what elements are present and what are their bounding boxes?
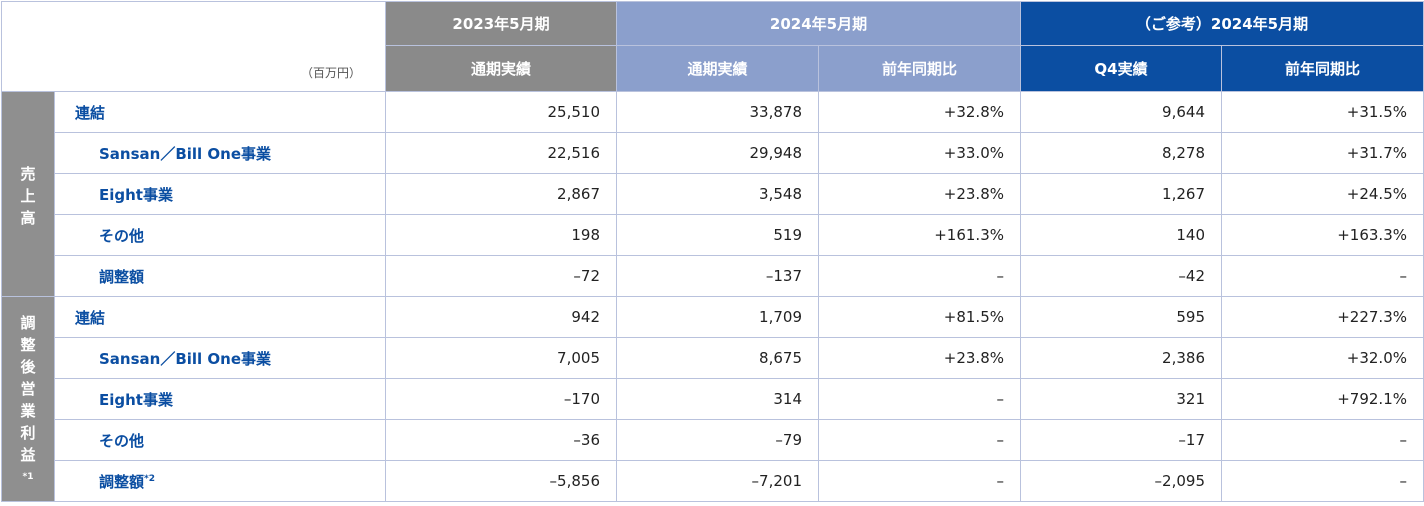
value-cell: – bbox=[1221, 255, 1424, 297]
value-cell: –42 bbox=[1020, 255, 1222, 297]
value-cell: 314 bbox=[616, 378, 819, 420]
subheader-q4-actual: Q4実績 bbox=[1020, 45, 1222, 92]
value-cell: +32.8% bbox=[818, 91, 1021, 133]
value-cell: –79 bbox=[616, 419, 819, 461]
table-row: 調整額 –72 –137– –42– bbox=[2, 255, 1424, 297]
value-cell: – bbox=[1221, 419, 1424, 461]
header-fy2024: 2024年5月期 bbox=[616, 1, 1021, 46]
value-cell: 198 bbox=[385, 214, 617, 256]
value-cell: +31.7% bbox=[1221, 132, 1424, 174]
value-cell: –7,201 bbox=[616, 460, 819, 502]
row-label-text: Eight事業 bbox=[99, 390, 173, 409]
value-cell: – bbox=[1221, 460, 1424, 502]
value-cell: –17 bbox=[1020, 419, 1222, 461]
table-row: 調整額*2 –5,856 –7,201– –2,095– bbox=[2, 460, 1424, 502]
value-cell: +24.5% bbox=[1221, 173, 1424, 215]
row-label-text: Eight事業 bbox=[99, 185, 173, 204]
value-cell: –170 bbox=[385, 378, 617, 420]
table-row: Sansan／Bill One事業 22,516 29,948 +33.0% 8,278… bbox=[2, 132, 1424, 174]
subheader-fy2024-yoy: 前年同期比 bbox=[818, 45, 1021, 92]
section-label-text: 売 上 高 bbox=[20, 165, 36, 227]
value-cell: 22,516 bbox=[385, 132, 617, 174]
table-row: Eight事業 –170 314–321 +792.1% bbox=[2, 378, 1424, 420]
row-label-text: 連結 bbox=[75, 308, 106, 327]
value-cell: +161.3% bbox=[818, 214, 1021, 256]
table-row: その他 198 519 +161.3% 140 +163.3% bbox=[2, 214, 1424, 256]
header-corner: （百万円） bbox=[1, 1, 386, 92]
row-label: 連結 bbox=[54, 296, 386, 338]
row-label: Eight事業 bbox=[54, 378, 386, 420]
value-cell: – bbox=[818, 419, 1021, 461]
table-row: Eight事業 2,867 3,548 +23.8% 1,267 +24.5% bbox=[2, 173, 1424, 215]
row-label: Sansan／Bill One事業 bbox=[54, 132, 386, 174]
value-cell: +23.8% bbox=[818, 337, 1021, 379]
row-label: 調整額*2 bbox=[54, 460, 386, 502]
value-cell: 2,867 bbox=[385, 173, 617, 215]
value-cell: 519 bbox=[616, 214, 819, 256]
value-cell: +81.5% bbox=[818, 296, 1021, 338]
row-label-text: その他 bbox=[99, 431, 145, 450]
value-cell: +33.0% bbox=[818, 132, 1021, 174]
section-label-adjusted-operating-income: 調 整 後 営 業 利 益 *1 bbox=[1, 296, 55, 502]
header-reference-fy2024: （ご参考）2024年5月期 bbox=[1020, 1, 1424, 46]
row-label-text: 調整額 bbox=[99, 472, 145, 491]
value-cell: +792.1% bbox=[1221, 378, 1424, 420]
table-body: 売 上 高連結 25,510 33,878 +32.8% 9,644 +31.5% Sans… bbox=[1, 91, 1424, 502]
value-cell: 2,386 bbox=[1020, 337, 1222, 379]
value-cell: 595 bbox=[1020, 296, 1222, 338]
value-cell: 1,267 bbox=[1020, 173, 1222, 215]
row-label: 連結 bbox=[54, 91, 386, 133]
section-label-text: 調 整 後 営 業 利 益 bbox=[20, 313, 36, 464]
value-cell: 29,948 bbox=[616, 132, 819, 174]
table-row: Sansan／Bill One事業 7,005 8,675 +23.8% 2,386 +3… bbox=[2, 337, 1424, 379]
value-cell: 9,644 bbox=[1020, 91, 1222, 133]
row-label: その他 bbox=[54, 419, 386, 461]
subheader-q4-yoy: 前年同期比 bbox=[1221, 45, 1424, 92]
subheader-fy2023-full-year: 通期実績 bbox=[385, 45, 617, 92]
row-label-text: Sansan／Bill One事業 bbox=[99, 144, 272, 163]
row-label-text: 連結 bbox=[75, 103, 106, 122]
value-cell: 8,675 bbox=[616, 337, 819, 379]
value-cell: 8,278 bbox=[1020, 132, 1222, 174]
value-cell: – bbox=[818, 378, 1021, 420]
value-cell: –72 bbox=[385, 255, 617, 297]
value-cell: 25,510 bbox=[385, 91, 617, 133]
value-cell: – bbox=[818, 460, 1021, 502]
value-cell: +23.8% bbox=[818, 173, 1021, 215]
section-label-revenue: 売 上 高 bbox=[1, 91, 55, 297]
row-label-text: 調整額 bbox=[99, 267, 145, 286]
table-row: 調 整 後 営 業 利 益 *1 連結 942 1,709 +81.5% 595 +227.3… bbox=[1, 296, 1424, 502]
value-cell: –137 bbox=[616, 255, 819, 297]
subheader-fy2024-full-year: 通期実績 bbox=[616, 45, 819, 92]
unit-label: （百万円） bbox=[300, 66, 361, 80]
value-cell: 140 bbox=[1020, 214, 1222, 256]
table-row: その他 –36 –79– –17– bbox=[2, 419, 1424, 461]
value-cell: +163.3% bbox=[1221, 214, 1424, 256]
table-row: 売 上 高 連結 25,510 33,878 +32.8% 9,644 +31.5% bbox=[1, 91, 1424, 297]
value-cell: +227.3% bbox=[1221, 296, 1424, 338]
value-cell: +31.5% bbox=[1221, 91, 1424, 133]
row-label: Sansan／Bill One事業 bbox=[54, 337, 386, 379]
row-label: 調整額 bbox=[54, 255, 386, 297]
value-cell: 7,005 bbox=[385, 337, 617, 379]
value-cell: –5,856 bbox=[385, 460, 617, 502]
header-fy2023: 2023年5月期 bbox=[385, 1, 617, 46]
value-cell: 942 bbox=[385, 296, 617, 338]
section-label-note: *1 bbox=[22, 471, 34, 482]
value-cell: +32.0% bbox=[1221, 337, 1424, 379]
value-cell: –36 bbox=[385, 419, 617, 461]
row-label-note: *2 bbox=[144, 473, 155, 484]
value-cell: –2,095 bbox=[1020, 460, 1222, 502]
row-label: Eight事業 bbox=[54, 173, 386, 215]
row-label-text: Sansan／Bill One事業 bbox=[99, 349, 272, 368]
value-cell: 33,878 bbox=[616, 91, 819, 133]
value-cell: – bbox=[818, 255, 1021, 297]
row-label-text: その他 bbox=[99, 226, 145, 245]
value-cell: 321 bbox=[1020, 378, 1222, 420]
row-label: その他 bbox=[54, 214, 386, 256]
value-cell: 3,548 bbox=[616, 173, 819, 215]
value-cell: 1,709 bbox=[616, 296, 819, 338]
